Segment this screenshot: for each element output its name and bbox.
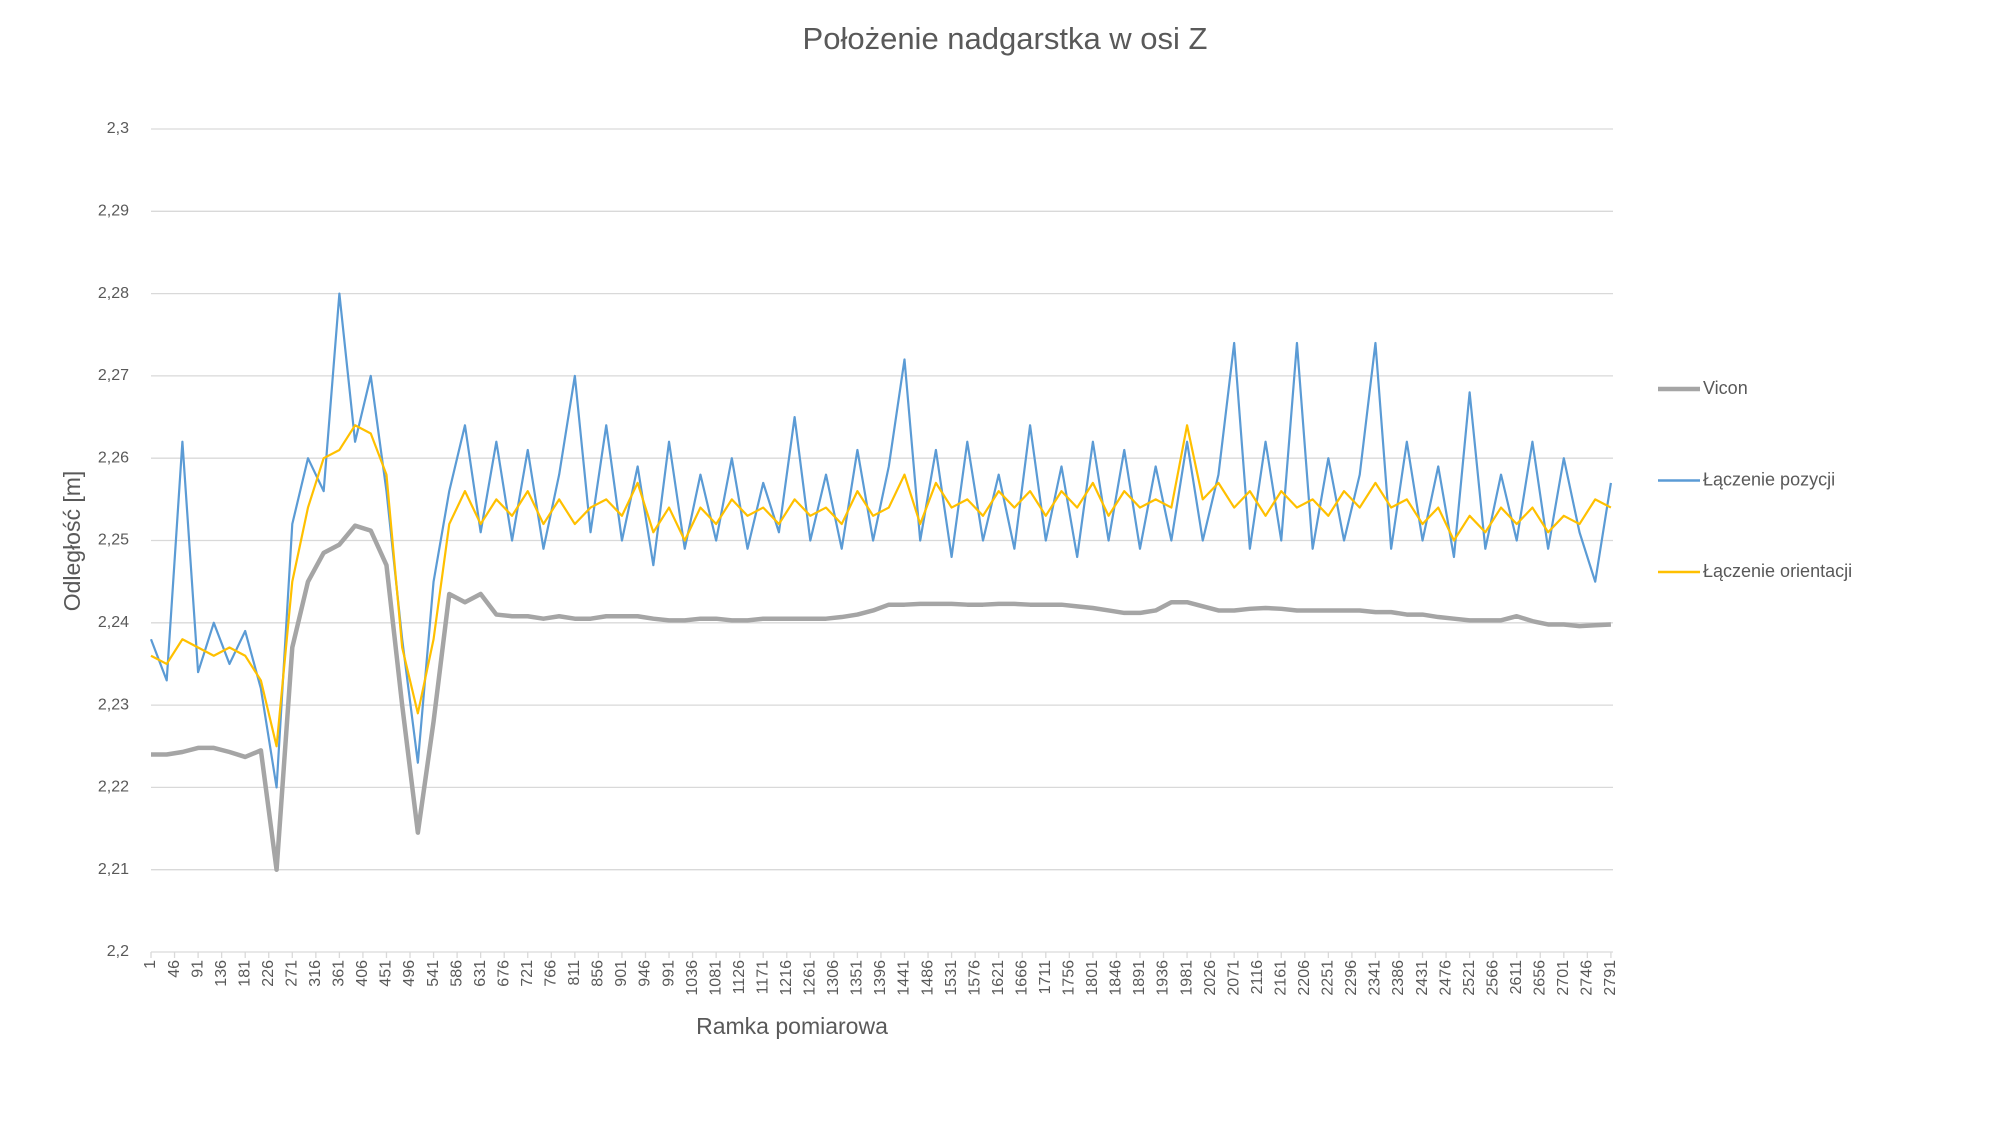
x-tick-label: 676: [495, 960, 512, 987]
legend-label: Łączenie pozycji: [1703, 469, 1835, 489]
y-tick-label: 2,22: [98, 779, 129, 796]
x-tick-label: 2746: [1579, 960, 1596, 996]
x-tick-label: 946: [637, 960, 654, 987]
x-tick-label: 2791: [1602, 960, 1619, 996]
x-tick-label: 1846: [1108, 960, 1125, 996]
x-tick-label: 2071: [1225, 960, 1242, 996]
x-tick-label: 1801: [1084, 960, 1101, 996]
x-tick-label: 1891: [1131, 960, 1148, 996]
x-tick-label: 1126: [731, 960, 748, 995]
x-tick-label: 136: [213, 960, 230, 987]
x-tick-label: 766: [543, 960, 560, 987]
x-tick-label: 1666: [1013, 960, 1030, 996]
x-tick-label: 91: [189, 960, 206, 978]
y-tick-label: 2,27: [98, 367, 129, 384]
x-tick-label: 2656: [1531, 960, 1548, 996]
x-tick-label: 406: [354, 960, 371, 987]
x-tick-label: 1351: [849, 960, 866, 996]
x-tick-label: 2161: [1272, 960, 1289, 996]
x-tick-label: 811: [566, 960, 583, 986]
x-tick-label: 2251: [1320, 960, 1337, 996]
x-tick-label: 856: [590, 960, 607, 987]
y-tick-label: 2,23: [98, 696, 129, 713]
x-tick-label: 721: [519, 960, 536, 987]
x-tick-label: 991: [660, 960, 677, 987]
x-axis-title: Ramka pomiarowa: [696, 1013, 888, 1039]
x-tick-label: 361: [331, 960, 348, 987]
x-tick-label: 1936: [1155, 960, 1172, 996]
legend-label: Vicon: [1703, 378, 1748, 398]
x-tick-label: 631: [472, 960, 489, 987]
x-tick-label: 2521: [1461, 960, 1478, 996]
x-tick-label: 46: [166, 960, 183, 978]
x-tick-label: 2386: [1390, 960, 1407, 996]
x-tick-label: 1756: [1061, 960, 1078, 996]
chart-title: Położenie nadgarstka w osi Z: [803, 21, 1208, 56]
y-tick-label: 2,26: [98, 449, 129, 466]
y-tick-label: 2,25: [98, 532, 129, 549]
x-tick-label: 1441: [896, 960, 913, 996]
x-tick-label: 1171: [754, 960, 771, 995]
y-tick-label: 2,3: [107, 120, 129, 137]
y-tick-label: 2,28: [98, 285, 129, 302]
x-tick-label: 1306: [825, 960, 842, 996]
x-tick-label: 541: [425, 960, 442, 987]
x-tick-label: 1261: [802, 960, 819, 996]
x-tick-label: 1081: [707, 960, 724, 996]
x-tick-label: 901: [613, 960, 630, 987]
x-tick-label: 2611: [1508, 960, 1525, 995]
y-tick-label: 2,21: [98, 861, 129, 878]
x-tick-label: 2566: [1484, 960, 1501, 996]
x-tick-label: 2476: [1437, 960, 1454, 996]
x-tick-label: 2341: [1367, 960, 1384, 996]
x-tick-label: 1621: [990, 960, 1007, 996]
y-tick-label: 2,24: [98, 614, 129, 631]
x-tick-label: 316: [307, 960, 324, 987]
series-line: [151, 523, 1612, 872]
x-tick-label: 451: [378, 960, 395, 987]
x-tick-label: 1711: [1037, 960, 1054, 995]
x-tick-label: 496: [401, 960, 418, 987]
x-tick-label: 2296: [1343, 960, 1360, 996]
x-tick-label: 1: [142, 960, 159, 969]
x-tick-label: 2026: [1202, 960, 1219, 996]
x-tick-label: 1576: [966, 960, 983, 996]
y-tick-label: 2,2: [107, 943, 129, 960]
x-tick-label: 1216: [778, 960, 795, 996]
x-tick-label: 1396: [872, 960, 889, 996]
x-tick-label: 1531: [943, 960, 960, 996]
x-tick-label: 2116: [1249, 960, 1266, 995]
x-tick-label: 181: [236, 960, 253, 987]
x-tick-label: 2206: [1296, 960, 1313, 996]
x-tick-label: 1486: [919, 960, 936, 996]
legend-label: Łączenie orientacji: [1703, 561, 1852, 581]
x-tick-label: 271: [284, 960, 301, 987]
x-tick-label: 1036: [684, 960, 701, 996]
x-tick-label: 226: [260, 960, 277, 987]
y-axis-title: Odległość [m]: [59, 471, 85, 612]
x-tick-label: 1981: [1178, 960, 1195, 996]
x-tick-label: 586: [448, 960, 465, 987]
x-tick-label: 2701: [1555, 960, 1572, 996]
x-tick-label: 2431: [1414, 960, 1431, 996]
series-line: [150, 424, 1612, 748]
y-tick-label: 2,29: [98, 203, 129, 220]
